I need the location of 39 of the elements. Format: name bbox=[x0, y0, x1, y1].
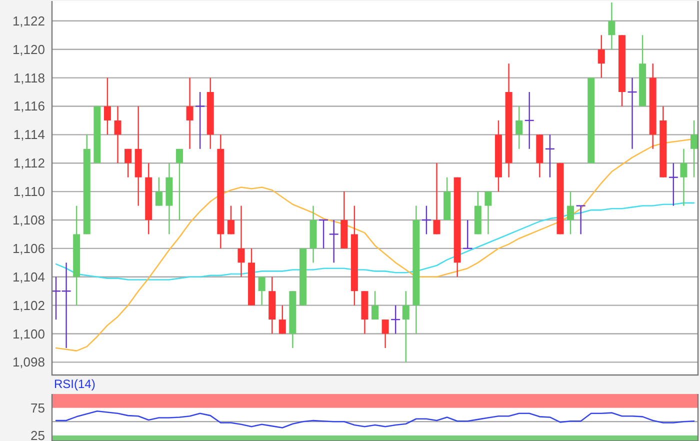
y-tick-label: 1,104 bbox=[12, 269, 45, 284]
y-tick-label: 1,098 bbox=[12, 354, 45, 370]
candlestick bbox=[680, 148, 688, 206]
y-tick-label: 1,110 bbox=[13, 184, 45, 200]
y-tick-label: 1,112 bbox=[13, 156, 45, 171]
y-tick-label: 75 bbox=[30, 400, 45, 416]
candlestick bbox=[608, 2, 616, 50]
candlestick bbox=[227, 205, 234, 235]
candlestick bbox=[372, 290, 378, 320]
line-series bbox=[55, 202, 695, 280]
y-tick-label: 1,122 bbox=[12, 13, 45, 28]
y-tick-label: 1,114 bbox=[13, 127, 45, 142]
candlestick bbox=[278, 304, 286, 334]
y-tick-label: 1,118 bbox=[13, 70, 45, 86]
candlestick bbox=[598, 34, 605, 78]
candlestick bbox=[238, 205, 245, 278]
line-series bbox=[55, 410, 695, 428]
candlestick bbox=[567, 190, 574, 235]
chart-title: RSI(14) bbox=[54, 377, 96, 391]
candlestick bbox=[402, 290, 410, 363]
y-tick-label: 1,102 bbox=[12, 298, 45, 313]
candlestick bbox=[124, 148, 132, 178]
candlestick bbox=[433, 162, 440, 235]
y-tick-label: 1,108 bbox=[12, 212, 45, 228]
candlestick bbox=[186, 77, 194, 150]
candlestick bbox=[690, 120, 698, 178]
y-tick-label: 1,120 bbox=[12, 42, 45, 57]
candlestick bbox=[176, 148, 183, 221]
candlestick bbox=[516, 106, 523, 150]
candlestick bbox=[258, 276, 266, 306]
candlestick bbox=[114, 106, 122, 164]
candlestick bbox=[155, 176, 162, 206]
y-tick-label: 1,106 bbox=[12, 240, 45, 256]
y-tick-label: 1,100 bbox=[12, 326, 45, 342]
candlestick bbox=[484, 190, 492, 235]
y-tick-label: 1,116 bbox=[13, 98, 45, 114]
y-tick-label: 25 bbox=[30, 428, 45, 441]
candlestick bbox=[104, 77, 111, 136]
candlestick bbox=[382, 318, 389, 349]
